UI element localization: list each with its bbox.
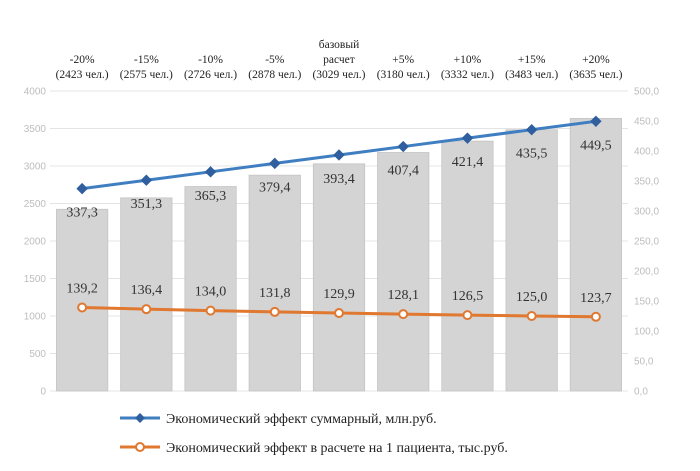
data-label: 134,0 [195,285,227,300]
category-label-line2: (2423 чел.) [56,69,109,81]
bar [312,163,366,392]
left-axis-ticks: 0 500 1000 1500 2000 2500 3000 3500 4000 [24,87,47,398]
left-tick-label: 3500 [24,124,47,135]
series-point [462,310,473,321]
data-label: 128,1 [387,288,419,303]
right-tick-label: 500,0 [634,87,659,98]
series-point [397,140,409,153]
series-point [76,182,88,195]
series-point [269,306,280,317]
bar [505,129,558,392]
left-tick-label: 2000 [24,237,47,248]
series-point [526,311,537,321]
bar [56,208,109,392]
series-point [590,311,601,322]
category-label-line0: базовый [319,39,360,51]
legend-marker [135,413,145,423]
data-label: 131,8 [259,286,291,301]
series-point [140,174,153,186]
data-label: 393,4 [323,172,355,187]
category-label-line1: -15% [134,54,159,66]
right-tick-label: 400,0 [634,147,659,158]
category-label-line2: (2575 чел.) [120,69,173,81]
left-tick-label: 3000 [24,162,47,173]
category-label-line2: (3635 чел.) [569,69,622,81]
series-point [334,308,344,319]
category-label-line2: (3180 чел.) [377,69,430,81]
data-label: 435,5 [516,147,548,162]
category-label-line1: -10% [198,54,223,66]
legend: Экономический эффект суммарный, млн.руб.… [120,412,508,456]
category-label-line1: расчет [323,54,355,66]
data-label: 407,4 [387,164,419,179]
right-tick-label: 100,0 [634,327,659,338]
data-label: 421,4 [452,155,484,170]
category-labels: -20% (2423 чел.) -15% (2575 чел.) -10% (2726 … [56,39,623,81]
bar [184,186,237,392]
category-label-line1: +20% [582,54,610,66]
category-label-line2: (3029 чел.) [312,69,365,81]
bar [120,197,173,392]
right-tick-label: 300,0 [634,207,659,218]
category-label-line1: +5% [392,54,414,66]
series-point [77,302,88,313]
bars [56,117,622,392]
bar [441,140,494,392]
data-label: 449,5 [580,138,612,153]
category-label-line2: (3332 чел.) [441,69,494,81]
data-label: 337,3 [66,206,98,221]
series-lines [76,115,602,322]
data-label: 379,4 [259,180,291,195]
left-tick-label: 0 [40,387,46,398]
right-tick-label: 200,0 [634,267,659,278]
data-labels: 337,3 351,3 365,3 379,4 393,4 407,4 421,4 435,5… [66,138,611,305]
left-tick-label: 2500 [24,199,47,210]
data-label: 123,7 [580,291,612,306]
legend-label: Экономический эффект в расчете на 1 паци… [166,441,508,456]
series-point [525,123,538,136]
data-label: 125,0 [516,290,548,305]
series-point [333,149,345,161]
category-label-line1: +15% [518,54,546,66]
data-label: 129,9 [323,287,355,302]
category-label-line1: -20% [70,54,95,66]
data-label: 351,3 [131,197,163,212]
data-label: 139,2 [66,281,98,296]
category-label-line2: (2726 чел.) [184,69,237,81]
right-axis-ticks: 0,0 50,0 100,0 150,0 200,0 250,0 300,0 350,0 400… [634,87,659,398]
series-point [590,115,602,128]
series-point [205,305,216,316]
right-tick-label: 50,0 [634,357,654,368]
series-point [269,157,281,170]
data-label: 126,5 [452,289,484,304]
right-tick-label: 250,0 [634,237,659,248]
category-label-line2: (2878 чел.) [248,69,301,81]
series-point [398,309,409,320]
bar [377,152,430,392]
legend-label: Экономический эффект суммарный, млн.руб. [166,412,437,427]
legend-marker [135,442,145,452]
left-tick-label: 4000 [24,87,47,98]
category-label-line1: -5% [265,54,285,66]
bar [248,174,301,392]
data-label: 365,3 [195,189,227,204]
data-label: 136,4 [131,283,163,298]
series-point [204,166,217,178]
right-tick-label: 450,0 [634,117,659,128]
left-tick-label: 1000 [24,312,47,323]
bar [569,117,622,392]
right-tick-label: 150,0 [634,297,659,308]
category-label-line1: +10% [454,54,482,66]
left-tick-label: 500 [29,349,46,360]
category-label-line2: (3483 чел.) [505,69,558,81]
right-tick-label: 350,0 [634,177,659,188]
series-point [461,132,474,144]
left-tick-label: 1500 [24,274,47,285]
right-tick-label: 0,0 [634,387,648,398]
series-point [141,304,152,315]
